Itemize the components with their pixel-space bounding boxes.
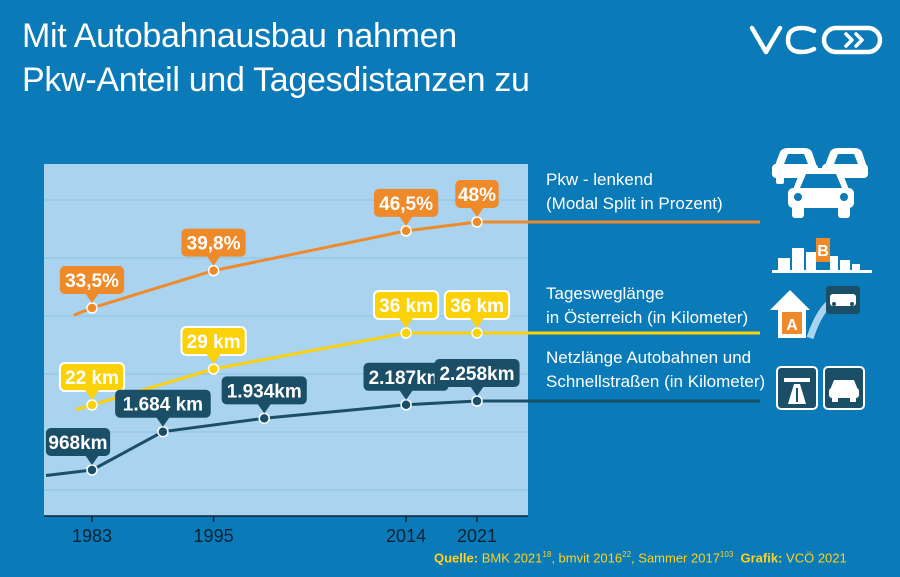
svg-text:B: B bbox=[817, 243, 829, 260]
series-label-pkw: Pkw - lenkend (Modal Split in Prozent) bbox=[546, 170, 723, 213]
data-point bbox=[400, 225, 412, 237]
data-label-text: 36 km bbox=[450, 296, 504, 317]
data-point bbox=[207, 363, 220, 375]
data-label-text: 2.187km bbox=[369, 368, 444, 389]
data-point bbox=[400, 399, 412, 411]
data-point bbox=[471, 327, 483, 339]
series-label-netz: Netzlänge Autobahnen und Schnellstraßen … bbox=[546, 348, 766, 391]
svg-text:A: A bbox=[786, 317, 798, 334]
graphic-label: Grafik: bbox=[740, 550, 783, 566]
motorway-sign-icon bbox=[776, 366, 818, 410]
data-label-text: 22 km bbox=[65, 368, 119, 389]
data-label: 36 km bbox=[443, 290, 511, 328]
data-point bbox=[157, 425, 169, 438]
vco-logo bbox=[749, 25, 883, 55]
data-label: 36 km bbox=[372, 290, 440, 328]
x-tick-label: 2021 bbox=[457, 526, 497, 546]
x-tick-label: 1995 bbox=[194, 526, 234, 546]
data-label-text: 36 km bbox=[379, 296, 433, 317]
data-label: 46,5% bbox=[373, 188, 439, 226]
road-signs-icons bbox=[776, 366, 865, 410]
data-label: 48% bbox=[455, 180, 499, 217]
x-axis-ticks: 1983 1995 2014 2021 bbox=[72, 516, 497, 546]
data-label: 2.258km bbox=[434, 359, 520, 396]
route-direction-icon: A bbox=[770, 286, 860, 340]
data-point bbox=[471, 216, 483, 228]
page-title: Mit Autobahnausbau nahmen Pkw-Anteil und… bbox=[22, 14, 530, 102]
cars-icon bbox=[772, 148, 868, 218]
x-tick-label: 1983 bbox=[72, 526, 112, 546]
data-label: 33,5% bbox=[59, 266, 125, 303]
data-point bbox=[86, 464, 98, 476]
data-label-text: 29 km bbox=[187, 332, 241, 353]
car-sign-icon bbox=[823, 366, 865, 410]
data-label-text: 1.684 km bbox=[123, 395, 203, 416]
data-label-text: 39,8% bbox=[187, 234, 241, 255]
title-line-2: Pkw-Anteil und Tagesdistanzen zu bbox=[22, 61, 530, 99]
data-label-text: 33,5% bbox=[65, 271, 119, 292]
source-note: Quelle: BMK 202118, bmvit 201622, Sammer… bbox=[434, 550, 847, 566]
plot-area bbox=[44, 164, 528, 516]
data-label: 22 km bbox=[58, 362, 126, 400]
data-label: 968km bbox=[45, 428, 111, 465]
series-label-tages: Tagesweglänge in Österreich (in Kilomete… bbox=[546, 284, 749, 327]
data-point bbox=[86, 302, 98, 314]
data-label: 39,8% bbox=[181, 228, 246, 266]
title-line-1: Mit Autobahnausbau nahmen bbox=[22, 17, 457, 55]
data-label-text: 968km bbox=[48, 433, 107, 454]
grid-lines bbox=[44, 199, 528, 517]
data-point bbox=[471, 395, 483, 407]
data-point bbox=[400, 327, 412, 339]
data-point bbox=[207, 264, 220, 277]
data-label: 1.934km bbox=[221, 376, 307, 414]
data-label-text: 48% bbox=[458, 185, 496, 206]
data-labels: 33,5% 39,8% 46,5% 48% 22 km 29 km 36 km 36 km 96… bbox=[45, 180, 520, 465]
data-label-text: 46,5% bbox=[379, 194, 433, 215]
data-point bbox=[258, 412, 270, 425]
city-skyline-icon: B bbox=[772, 238, 872, 273]
data-label-text: 2.258km bbox=[439, 364, 514, 385]
data-point bbox=[86, 399, 98, 411]
data-label: 1.684 km bbox=[115, 389, 211, 427]
x-tick-label: 2014 bbox=[386, 526, 426, 546]
data-label-text: 1.934km bbox=[227, 381, 302, 402]
data-label: 29 km bbox=[180, 326, 247, 364]
data-label: 2.187km bbox=[363, 362, 449, 400]
source-label: Quelle: bbox=[434, 550, 479, 566]
